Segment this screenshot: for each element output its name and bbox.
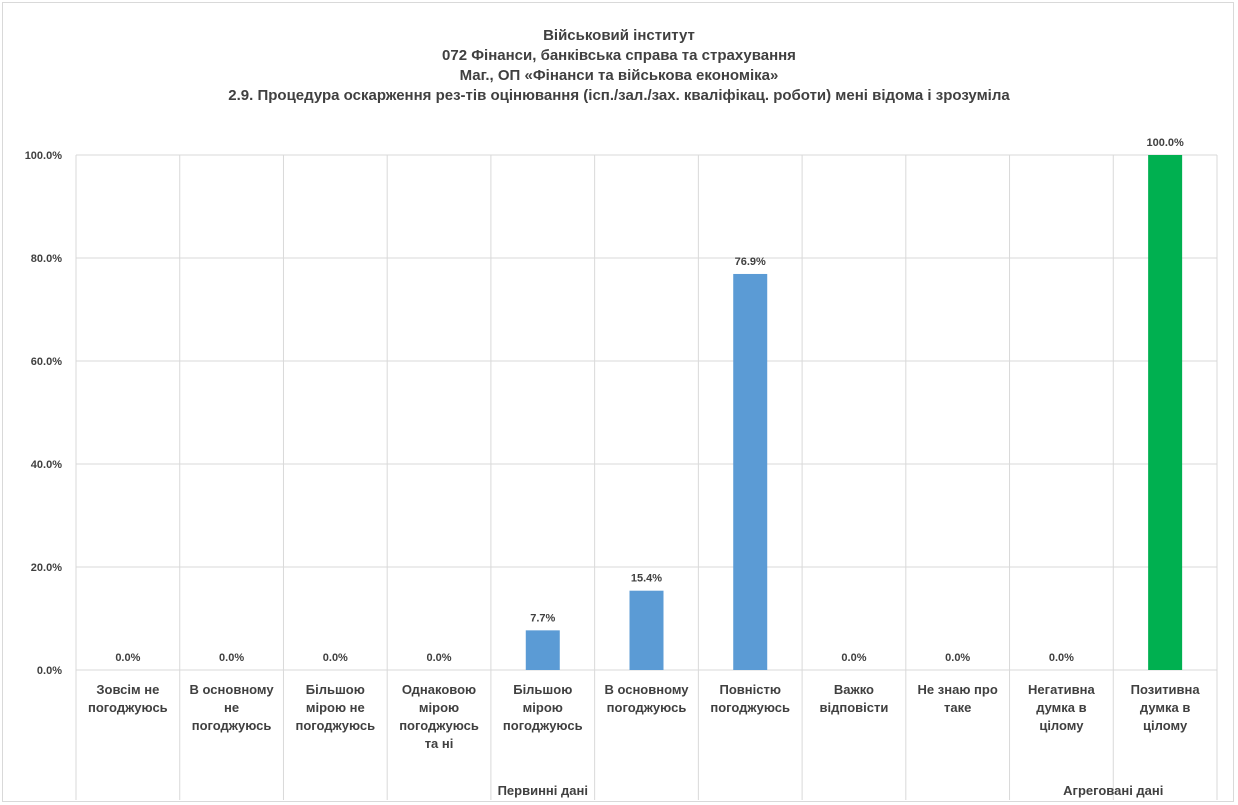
category-label: Більшою мірою не погоджуюсь: [295, 682, 376, 733]
category-label: Важко відповісти: [819, 682, 889, 715]
data-label: 0.0%: [323, 652, 348, 664]
y-tick-label: 60.0%: [31, 356, 62, 368]
category-label: Повністю погоджуюсь: [710, 682, 791, 715]
category-label: Більшою мірою погоджуюсь: [502, 682, 583, 733]
y-tick-label: 100.0%: [25, 150, 63, 162]
category-label: Негативна думка в цілому: [1028, 682, 1095, 733]
chart-title-line-3: Маг., ОП «Фінанси та військова економіка…: [459, 67, 779, 84]
group-label: Агреговані дані: [1063, 783, 1164, 798]
bar: [525, 630, 560, 670]
chart-title: Військовий інститут 072 Фінанси, банківс…: [0, 26, 1238, 106]
data-label: 100.0%: [1146, 137, 1184, 149]
data-label: 76.9%: [735, 256, 766, 268]
group-label: Первинні дані: [497, 783, 588, 798]
y-tick-label: 0.0%: [37, 665, 62, 677]
category-label: Зовсім не погоджуюсь: [88, 682, 168, 715]
data-label: 0.0%: [945, 652, 970, 664]
data-label: 0.0%: [1049, 652, 1074, 664]
category-label: Однаковою мірою погоджуюсь та ні: [399, 682, 479, 751]
bar: [733, 273, 768, 670]
data-label: 0.0%: [115, 652, 140, 664]
y-tick-label: 40.0%: [31, 459, 62, 471]
bar: [1148, 155, 1183, 670]
category-label: Позитивна думка в цілому: [1130, 682, 1200, 733]
bar: [629, 590, 664, 670]
data-label: 7.7%: [530, 612, 555, 624]
category-label: В основному не погоджуюсь: [189, 682, 274, 733]
y-tick-label: 80.0%: [31, 253, 62, 265]
category-label: В основному погоджуюсь: [604, 682, 689, 715]
data-label: 0.0%: [841, 652, 866, 664]
chart-title-line-1: Військовий інститут: [543, 27, 695, 44]
data-label: 15.4%: [631, 573, 662, 585]
data-label: 0.0%: [219, 652, 244, 664]
category-label: Не знаю про таке: [917, 682, 998, 715]
y-tick-label: 20.0%: [31, 562, 62, 574]
chart-title-line-2: 072 Фінанси, банківська справа та страху…: [442, 47, 796, 64]
data-label: 0.0%: [427, 652, 452, 664]
chart-title-line-4: 2.9. Процедура оскарження рез-тів оцінюв…: [228, 87, 1010, 104]
